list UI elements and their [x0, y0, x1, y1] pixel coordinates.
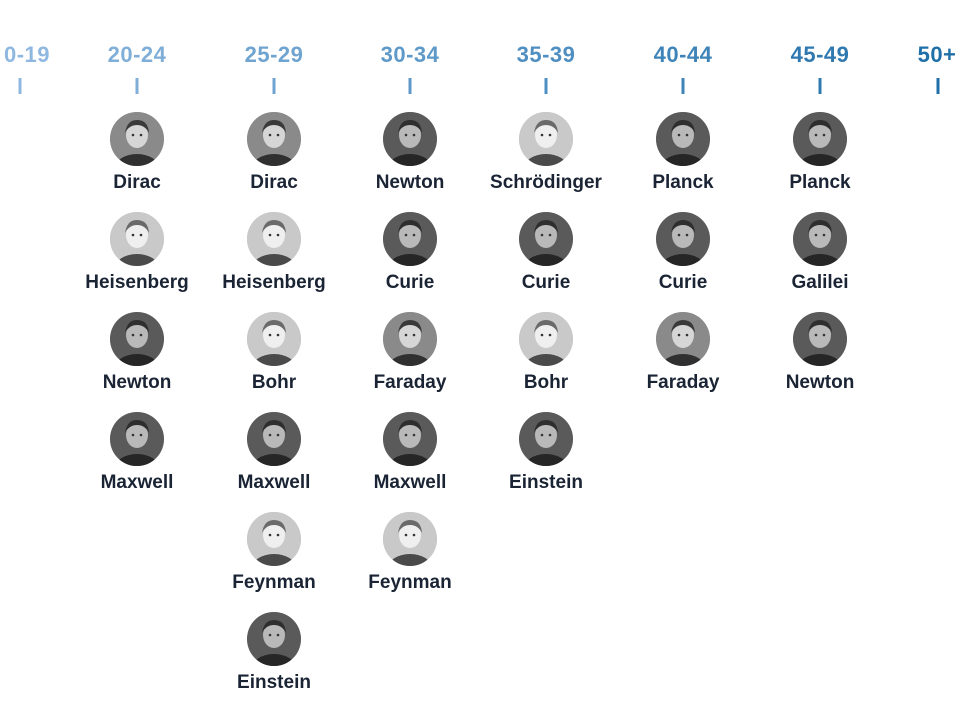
portrait-avatar [383, 112, 437, 166]
scientist-entry: Planck [613, 112, 753, 212]
age-bin-label: 25-29 [244, 42, 304, 67]
scientist-entry: Curie [613, 212, 753, 312]
scientist-name: Feynman [368, 572, 452, 593]
portrait-avatar [519, 212, 573, 266]
portrait-avatar [656, 112, 710, 166]
scientist-name: Faraday [373, 372, 447, 393]
scientist-entry: Curie [476, 212, 616, 312]
portrait-avatar [793, 112, 847, 166]
scientist-entry: Maxwell [67, 412, 207, 512]
portrait-avatar [383, 212, 437, 266]
scientist-name: Curie [658, 272, 708, 293]
age-bin-column: Planck Curie Faraday [613, 112, 753, 412]
scientist-name: Maxwell [237, 472, 311, 493]
age-bin-column: Schrödinger Curie Bohr Einstein [476, 112, 616, 512]
portrait-avatar [383, 512, 437, 566]
scientist-entry: Schrödinger [476, 112, 616, 212]
scientist-entry: Feynman [340, 512, 480, 612]
scientist-name: Einstein [509, 472, 583, 493]
scientist-name: Newton [785, 372, 855, 393]
portrait-avatar [383, 412, 437, 466]
age-bin-label: 45-49 [790, 42, 850, 67]
scientist-entry: Heisenberg [204, 212, 344, 312]
portrait-avatar [110, 112, 164, 166]
age-bin-column: Newton Curie Faraday Maxwell Feynman [340, 112, 480, 612]
age-bin-label: 0-19 [3, 42, 51, 67]
scientist-entry: Faraday [340, 312, 480, 412]
scientist-name: Schrödinger [490, 172, 602, 193]
scientist-name: Faraday [646, 372, 720, 393]
portrait-avatar [247, 412, 301, 466]
portrait-avatar [519, 112, 573, 166]
age-timeline [18, 78, 940, 94]
scientist-entry: Planck [750, 112, 890, 212]
scientist-name: Dirac [250, 172, 298, 193]
portrait-avatar [110, 412, 164, 466]
age-bin-label: 40-44 [653, 42, 713, 67]
scientist-name: Maxwell [100, 472, 174, 493]
scientist-entry: Heisenberg [67, 212, 207, 312]
scientist-entry: Maxwell [204, 412, 344, 512]
scientist-entry: Dirac [67, 112, 207, 212]
age-bin-column: Dirac Heisenberg Bohr Maxwell Feynman Einstei… [204, 112, 344, 712]
portrait-avatar [247, 212, 301, 266]
scientist-name: Planck [789, 172, 851, 193]
scientist-entry: Einstein [476, 412, 616, 512]
scientist-entry: Faraday [613, 312, 753, 412]
scientist-entry: Bohr [204, 312, 344, 412]
portrait-avatar [383, 312, 437, 366]
portrait-avatar [110, 312, 164, 366]
age-bin-column: Dirac Heisenberg Newton Maxwell [67, 112, 207, 512]
portrait-avatar [247, 512, 301, 566]
scientist-entry: Curie [340, 212, 480, 312]
scientist-entry: Newton [340, 112, 480, 212]
scientist-name: Curie [385, 272, 435, 293]
age-bin-column: Planck Galilei Newton [750, 112, 890, 412]
scientist-name: Einstein [237, 672, 311, 693]
age-bin-label: 30-34 [380, 42, 440, 67]
scientist-entry: Dirac [204, 112, 344, 212]
scientist-name: Newton [375, 172, 445, 193]
portrait-avatar [656, 312, 710, 366]
age-bin-label: 50+ [917, 42, 957, 67]
scientist-entry: Newton [750, 312, 890, 412]
portrait-avatar [110, 212, 164, 266]
scientist-entry: Bohr [476, 312, 616, 412]
scientist-name: Planck [652, 172, 714, 193]
portrait-avatar [519, 412, 573, 466]
scientist-entry: Galilei [750, 212, 890, 312]
scientist-name: Curie [521, 272, 571, 293]
portrait-avatar [247, 112, 301, 166]
scientist-name: Heisenberg [222, 272, 326, 293]
scientist-name: Newton [102, 372, 172, 393]
scientist-name: Bohr [523, 372, 569, 393]
age-bin-label: 20-24 [107, 42, 167, 67]
scientist-entry: Einstein [204, 612, 344, 712]
scientist-name: Heisenberg [85, 272, 189, 293]
scientist-name: Dirac [113, 172, 161, 193]
portrait-avatar [247, 612, 301, 666]
scientist-name: Feynman [232, 572, 316, 593]
scientist-entry: Newton [67, 312, 207, 412]
portrait-avatar [793, 212, 847, 266]
scientist-name: Galilei [791, 272, 849, 293]
scientist-name: Bohr [251, 372, 297, 393]
scientist-entry: Feynman [204, 512, 344, 612]
age-bin-label: 35-39 [516, 42, 576, 67]
portrait-avatar [656, 212, 710, 266]
portrait-avatar [247, 312, 301, 366]
scientist-name: Maxwell [373, 472, 447, 493]
scientist-entry: Maxwell [340, 412, 480, 512]
portrait-avatar [793, 312, 847, 366]
portrait-avatar [519, 312, 573, 366]
